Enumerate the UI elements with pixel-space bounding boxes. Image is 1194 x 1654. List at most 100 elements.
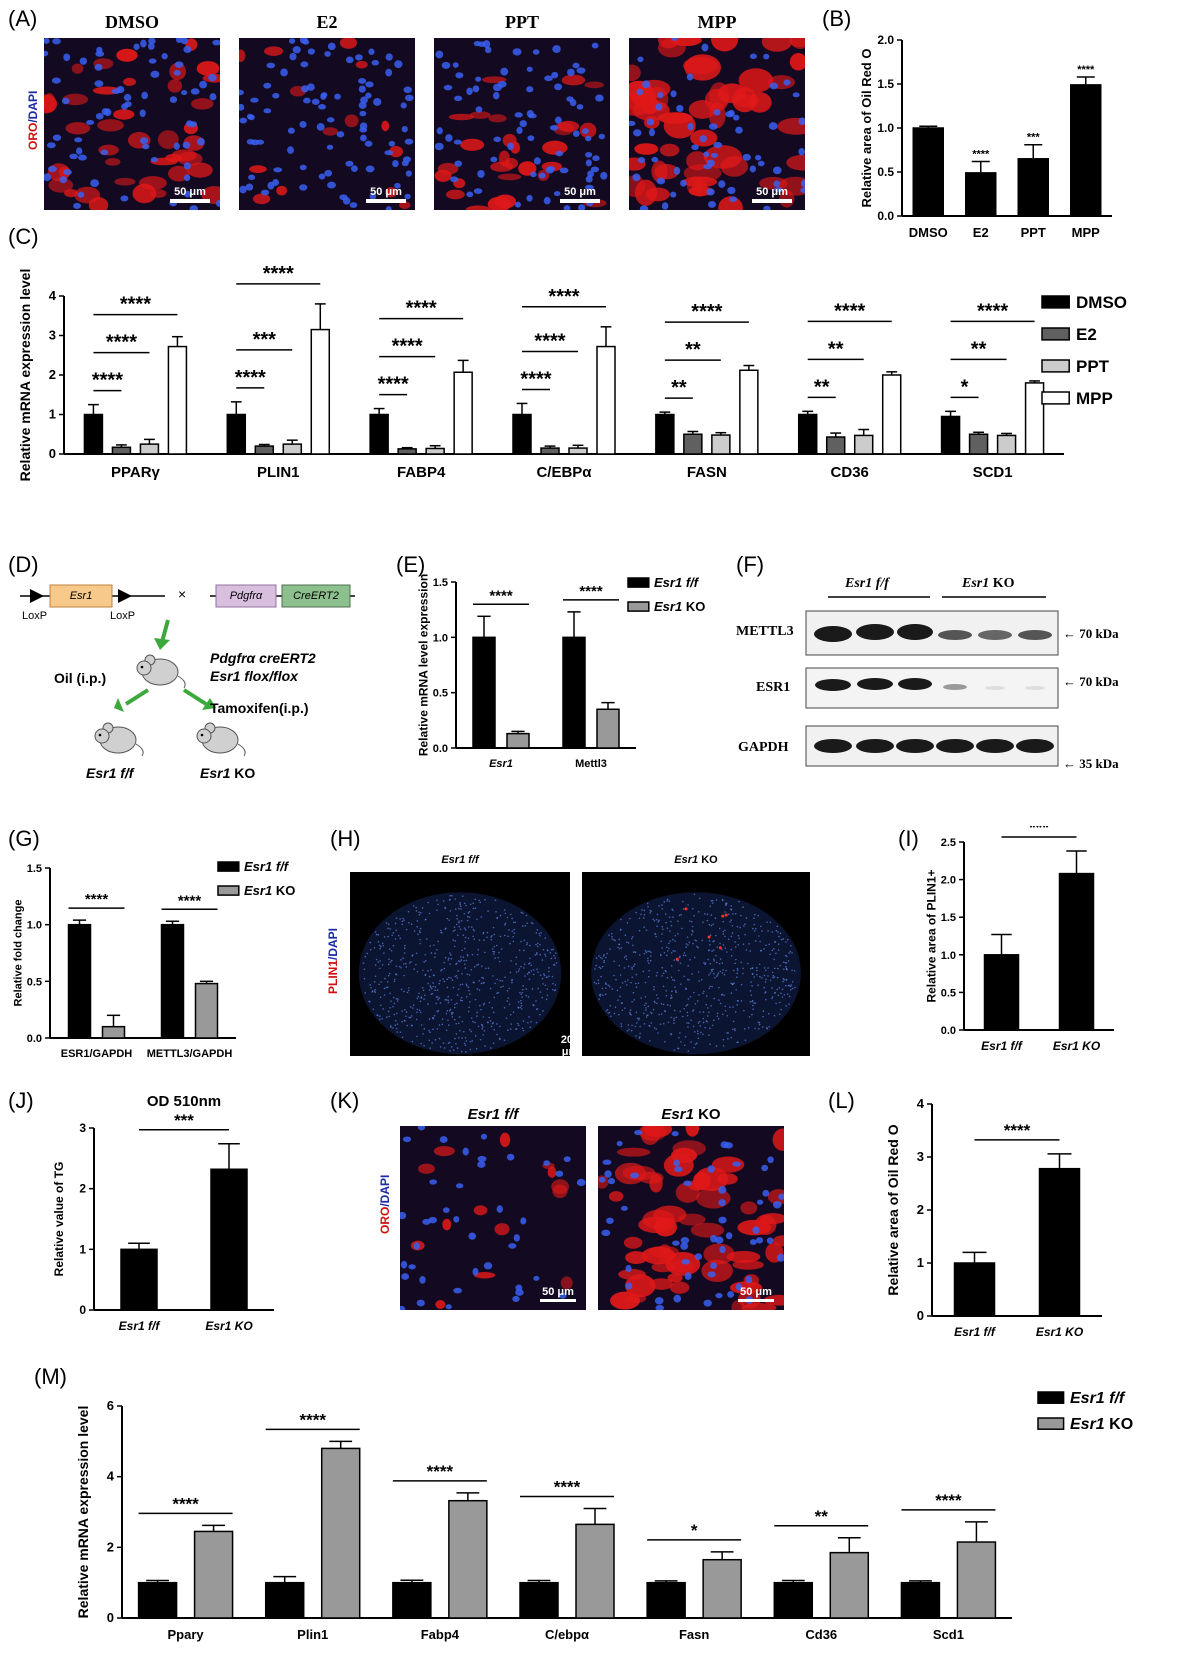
nucleus: [585, 135, 592, 142]
nucleus-dot: [649, 1011, 652, 1014]
nucleus-dot: [597, 982, 600, 985]
nucleus: [687, 122, 694, 131]
y-tick-label: 3: [79, 1121, 86, 1135]
nucleus-dot: [607, 984, 609, 987]
blot-label-mettl3: METTL3: [736, 624, 794, 639]
lipid-droplet: [252, 193, 271, 205]
nucleus-dot: [660, 1003, 663, 1005]
legend-swatch: [1041, 359, 1070, 373]
nucleus-dot: [627, 942, 630, 944]
lipid-droplet: [740, 1201, 758, 1215]
nucleus-dot: [749, 967, 752, 970]
nucleus-dot: [707, 958, 709, 961]
lipid-droplet: [504, 157, 518, 169]
lipid-droplet: [691, 180, 708, 197]
nucleus-dot: [763, 986, 765, 989]
nucleus-dot: [650, 1022, 653, 1024]
nucleus-dot: [456, 934, 459, 937]
nucleus-dot: [626, 941, 628, 943]
nucleus-dot: [542, 948, 545, 951]
lipid-droplet: [616, 1147, 651, 1157]
nucleus-dot: [404, 1020, 406, 1022]
nucleus-dot: [466, 919, 469, 922]
nucleus-dot: [424, 994, 426, 997]
nucleus-dot: [416, 1011, 418, 1014]
nucleus: [175, 35, 182, 44]
nucleus-dot: [394, 922, 397, 925]
nucleus-dot: [762, 1015, 764, 1018]
nucleus: [436, 127, 443, 135]
nucleus-dot: [472, 907, 475, 910]
green-arrow-down-head: [154, 638, 170, 650]
nucleus-dot: [695, 1042, 698, 1044]
chart-g: 0.0 0.5 1.0 1.5 Relative fold change ESR1/GAP…: [4, 854, 314, 1064]
nucleus-dot: [595, 964, 597, 967]
nucleus-dot: [778, 1001, 781, 1004]
nucleus-dot: [541, 977, 544, 980]
nucleus-dot: [427, 982, 429, 985]
nucleus-dot: [745, 917, 748, 919]
nucleus-dot: [379, 1015, 381, 1018]
nucleus: [519, 120, 527, 128]
nucleus-dot: [635, 911, 637, 914]
nucleus-dot: [409, 1006, 412, 1008]
nucleus-dot: [380, 981, 382, 983]
nucleus-dot: [494, 957, 497, 960]
nucleus-dot: [427, 1003, 429, 1005]
cross-symbol: ×: [178, 586, 187, 602]
nucleus-dot: [705, 1003, 708, 1006]
nucleus-dot: [680, 913, 682, 916]
nucleus-dot: [600, 975, 602, 978]
nucleus-dot: [403, 919, 405, 921]
stain-label-k: ORO/DAPI: [378, 1174, 392, 1234]
y-axis-label: Relative area of Oil Red O: [885, 1124, 901, 1295]
nucleus-dot: [631, 968, 633, 970]
nucleus-dot: [708, 1034, 710, 1037]
nucleus: [710, 152, 718, 158]
nucleus-dot: [544, 937, 547, 939]
nucleus-dot: [722, 969, 725, 971]
x-tick-label: DMSO: [909, 225, 948, 240]
nucleus-dot: [647, 905, 649, 908]
image-title-k-ff: Esr1 f/f: [467, 1106, 519, 1123]
nucleus-dot: [736, 1004, 738, 1006]
nucleus-dot: [684, 1036, 687, 1038]
nucleus-dot: [763, 974, 766, 977]
nucleus-dot: [412, 905, 415, 907]
nucleus-dot: [545, 998, 548, 1001]
nucleus-dot: [468, 1006, 470, 1009]
significance-label: *: [691, 1521, 698, 1540]
legend-label: Esr1 KO: [244, 883, 295, 898]
nucleus-dot: [727, 1038, 729, 1040]
nucleus-dot: [771, 996, 774, 998]
x-tick-label: FASN: [687, 464, 727, 481]
nucleus-dot: [390, 959, 393, 962]
nucleus-dot: [453, 945, 456, 948]
nucleus-dot: [708, 940, 711, 942]
nucleus: [94, 63, 103, 71]
panel-label-l: (L): [828, 1088, 855, 1113]
nucleus-dot: [709, 934, 712, 937]
nucleus-dot: [706, 1015, 709, 1017]
nucleus: [311, 98, 320, 105]
nucleus-dot: [705, 1020, 708, 1022]
nucleus-dot: [392, 1027, 394, 1029]
x-tick-label: Scd1: [933, 1627, 964, 1642]
nucleus-dot: [757, 984, 759, 987]
bar: [512, 413, 532, 455]
nucleus-dot: [711, 950, 713, 952]
nucleus: [530, 171, 537, 178]
creert2-gene-label: CreERT2: [293, 590, 339, 602]
nucleus-dot: [465, 959, 468, 962]
nucleus-dot: [674, 934, 677, 937]
nucleus-dot: [511, 917, 513, 920]
nucleus: [772, 1201, 782, 1209]
y-tick-label: 4: [917, 1096, 925, 1111]
nucleus-dot: [460, 919, 463, 922]
nucleus: [237, 103, 245, 111]
nucleus-dot: [611, 938, 614, 940]
nucleus-dot: [474, 898, 477, 901]
nucleus-dot: [749, 950, 752, 952]
nucleus-dot: [481, 976, 483, 979]
nucleus-dot: [468, 1028, 471, 1031]
